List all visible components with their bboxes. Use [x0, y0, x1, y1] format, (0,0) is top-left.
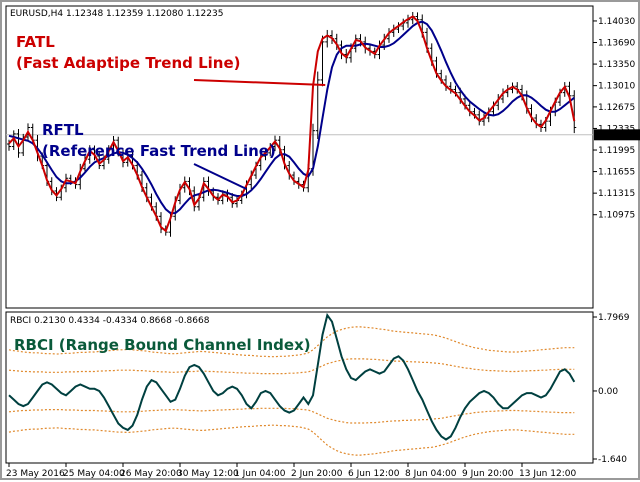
y-tick-label: 1.10975 — [598, 211, 635, 221]
x-tick-label: 1 Jun 04:00 — [234, 469, 286, 479]
price-bar — [315, 71, 320, 140]
rftl-pointer — [193, 163, 247, 190]
price-bar — [273, 135, 277, 152]
fatl-pointer — [193, 79, 326, 87]
rbci-label: RBCI (Range Bound Channel Index) — [14, 336, 311, 354]
x-tick-label: 2 Jun 20:00 — [291, 469, 343, 479]
current-price-tag: 1.12235 — [594, 129, 640, 141]
y-tick-label: 1.13010 — [598, 82, 635, 92]
indicator-panel-frame — [5, 311, 594, 464]
y-tick-label: 1.11995 — [598, 146, 635, 156]
price-bar — [7, 139, 11, 151]
current-price-label: 1.12235 — [598, 131, 635, 141]
indicator-panel-title: RBCI 0.2130 0.4334 -0.4334 0.8668 -0.866… — [10, 316, 210, 326]
y-tick-label: 1.11315 — [598, 189, 635, 199]
price-bar — [201, 177, 206, 202]
rftl-line — [8, 20, 575, 215]
price-bar — [572, 90, 577, 134]
y-tick-label: 1.13690 — [598, 39, 635, 49]
main-panel: EURUSD,H4 1.12348 1.12359 1.12080 1.1223… — [5, 5, 640, 371]
indicator-y-axis: 1.7969 0.00 -1.640 — [593, 313, 630, 465]
current-price-box — [594, 129, 640, 141]
y-tick-label: 1.14030 — [598, 17, 635, 27]
x-tick-label: 9 Jun 20:00 — [462, 469, 514, 479]
fatl-label: FATL — [16, 33, 55, 51]
price-bar — [111, 136, 116, 154]
y-tick-label: -1.640 — [598, 455, 627, 465]
main-panel-title: EURUSD,H4 1.12348 1.12359 1.12080 1.1223… — [10, 9, 223, 19]
x-tick-label: 6 Jun 12:00 — [348, 469, 400, 479]
rftl-description: (Reference Fast Trend Line) — [42, 142, 276, 160]
y-tick-label: 1.11655 — [598, 168, 635, 178]
x-tick-label: 8 Jun 04:00 — [405, 469, 457, 479]
price-bar — [87, 145, 92, 164]
indicator-panel: RBCI 0.2130 0.4334 -0.4334 0.8668 -0.866… — [5, 311, 630, 465]
fatl-line — [8, 15, 576, 233]
price-bar — [353, 34, 358, 53]
rftl-label: RFTL — [42, 121, 84, 139]
y-tick-label: 1.7969 — [598, 313, 630, 323]
x-tick-label: 26 May 20:00 — [120, 469, 182, 479]
price-bar — [192, 186, 197, 212]
y-tick-label: 0.00 — [598, 387, 618, 397]
y-tick-label: 1.12675 — [598, 103, 635, 113]
fatl-description: (Fast Adaptipe Trend Line) — [16, 54, 241, 72]
x-tick-label: 13 Jun 12:00 — [519, 469, 576, 479]
x-tick-label: 25 May 04:00 — [63, 469, 125, 479]
price-bar — [320, 35, 325, 87]
y-tick-label: 1.13350 — [598, 60, 635, 70]
rbci-line — [8, 312, 576, 441]
main-y-axis: 1.140301.136901.133501.130101.126751.123… — [593, 17, 635, 221]
price-bar — [16, 128, 21, 158]
x-tick-label: 30 May 12:00 — [177, 469, 239, 479]
x-tick-label: 23 May 2016 — [6, 469, 65, 479]
